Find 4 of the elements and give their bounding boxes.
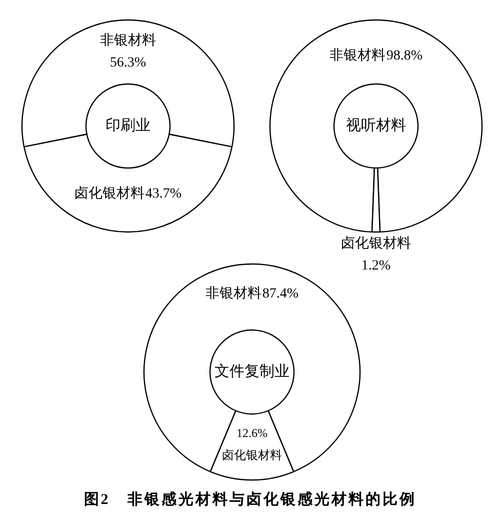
title: 视听材料 [346, 118, 406, 134]
title: 印刷业 [106, 118, 150, 134]
title: 文件复制业 [214, 364, 290, 380]
caption: 图2 非银感光材料与卤化银感光材料的比例 [84, 492, 416, 508]
